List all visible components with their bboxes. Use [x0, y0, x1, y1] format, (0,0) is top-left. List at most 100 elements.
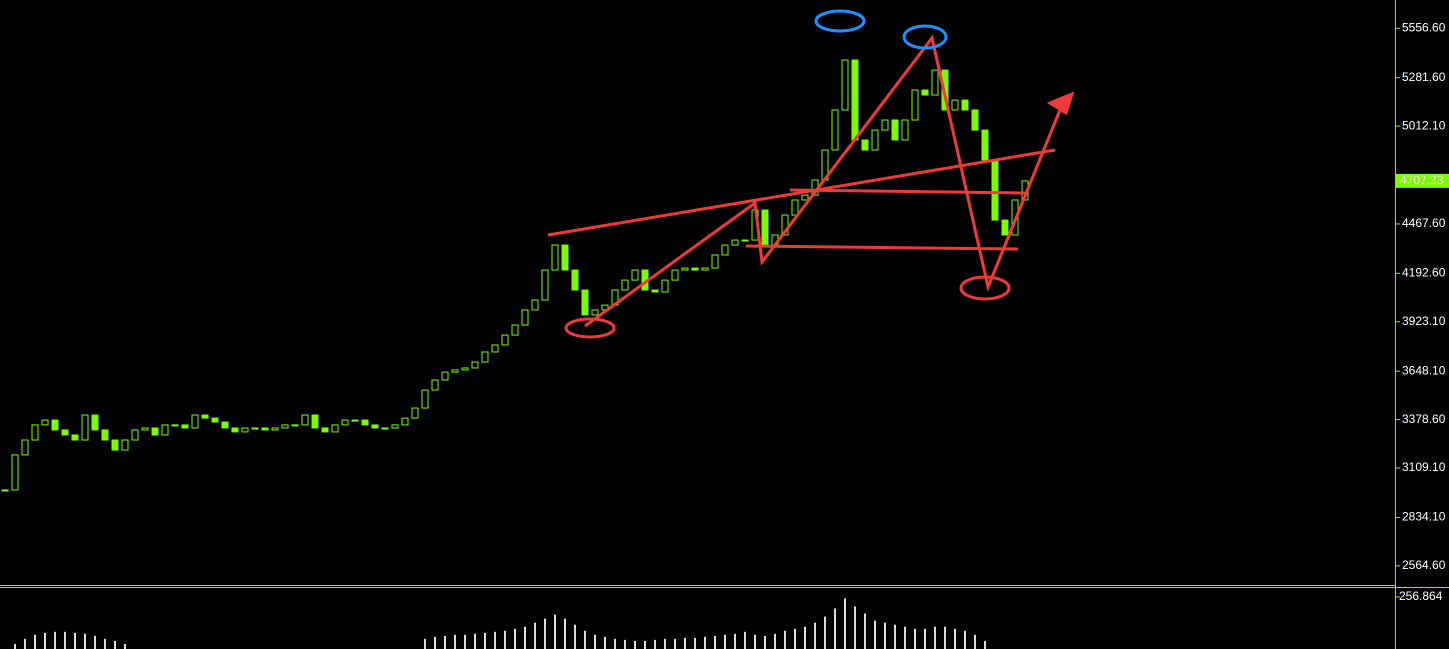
- candle: [71, 434, 79, 441]
- candle: [421, 389, 429, 409]
- candle: [501, 334, 509, 346]
- candle: [221, 421, 229, 429]
- candle: [191, 414, 199, 429]
- indicator-bar: [494, 631, 496, 649]
- indicator-bar: [464, 634, 466, 649]
- candle: [801, 194, 809, 201]
- candle: [101, 429, 109, 441]
- candle: [461, 367, 469, 371]
- indicator-bar: [714, 635, 716, 649]
- trendline: [547, 148, 1056, 237]
- indicator-bar: [974, 634, 976, 649]
- candle: [111, 439, 119, 451]
- y-tick-label: 256.864: [1399, 589, 1443, 603]
- indicator-bar: [74, 632, 76, 649]
- indicator-bar: [874, 620, 876, 649]
- candle: [891, 119, 899, 141]
- indicator-bar: [984, 640, 986, 649]
- candle: [391, 424, 399, 429]
- indicator-bar: [474, 633, 476, 649]
- candle: [431, 379, 439, 391]
- indicator-bar: [564, 618, 566, 649]
- indicator-bar: [864, 613, 866, 649]
- candle: [131, 429, 139, 441]
- candle: [781, 214, 789, 236]
- candle: [731, 239, 739, 246]
- indicator-bar: [754, 634, 756, 649]
- candle: [241, 427, 249, 433]
- candle: [671, 269, 679, 281]
- indicator-bar: [34, 634, 36, 649]
- indicator-bar: [454, 634, 456, 649]
- indicator-bar: [104, 638, 106, 649]
- candle: [741, 239, 749, 242]
- y-tick-label: 3109.10: [1402, 460, 1446, 474]
- candle: [301, 414, 309, 426]
- candle: [411, 407, 419, 419]
- trendline: [789, 188, 1026, 195]
- indicator-bar: [44, 632, 46, 649]
- price-tag: [1396, 173, 1449, 188]
- candle: [551, 244, 559, 271]
- candle: [51, 419, 59, 431]
- candle: [181, 424, 189, 429]
- indicator-bar: [784, 630, 786, 649]
- candle: [681, 267, 689, 271]
- trend-drawings: [547, 34, 1075, 339]
- indicator-bar: [904, 626, 906, 649]
- trendline: [745, 244, 1019, 251]
- candle: [61, 429, 69, 436]
- candle: [231, 427, 239, 433]
- candle: [481, 351, 489, 363]
- candle: [591, 309, 599, 316]
- candle: [451, 369, 459, 373]
- indicator-bar: [634, 640, 636, 649]
- indicator-bar: [114, 640, 116, 649]
- indicator-bar: [484, 632, 486, 649]
- indicator-bar: [604, 636, 606, 649]
- candle: [991, 159, 999, 221]
- indicator-bar: [814, 622, 816, 649]
- indicator-bar: [794, 628, 796, 649]
- indicator-bar: [434, 636, 436, 649]
- indicator-bar: [444, 635, 446, 649]
- indicator-bar: [914, 628, 916, 649]
- candle: [361, 419, 369, 426]
- indicator-bar: [884, 622, 886, 649]
- zigzag: [584, 34, 1062, 328]
- candle: [171, 424, 179, 427]
- candle: [561, 244, 569, 271]
- indicator-bar: [64, 631, 66, 649]
- indicator-bar: [614, 638, 616, 649]
- candle: [1, 489, 9, 492]
- y-tick-label: 3923.10: [1402, 314, 1446, 328]
- candle: [831, 109, 839, 151]
- candle: [521, 309, 529, 326]
- candle: [21, 439, 29, 456]
- indicator-bar: [654, 639, 656, 649]
- candle: [281, 424, 289, 429]
- candle: [381, 427, 389, 430]
- candle: [211, 417, 219, 423]
- indicator-bar: [514, 628, 516, 649]
- indicator-bar: [924, 628, 926, 649]
- candle: [251, 427, 259, 430]
- indicator-bar: [834, 608, 836, 649]
- candle: [981, 129, 989, 161]
- indicator-bar: [524, 626, 526, 649]
- candle: [351, 419, 359, 422]
- candle: [31, 424, 39, 441]
- candle: [971, 109, 979, 131]
- candle: [271, 427, 279, 431]
- candle: [151, 427, 159, 436]
- indicator-bar: [764, 635, 766, 649]
- indicator-bar: [894, 624, 896, 649]
- arrow-head: [1046, 91, 1075, 116]
- indicator-bar: [824, 616, 826, 649]
- candle: [141, 427, 149, 431]
- candle: [531, 299, 539, 311]
- candle: [511, 324, 519, 336]
- candle: [861, 139, 869, 151]
- y-tick-label: 5281.60: [1402, 70, 1446, 84]
